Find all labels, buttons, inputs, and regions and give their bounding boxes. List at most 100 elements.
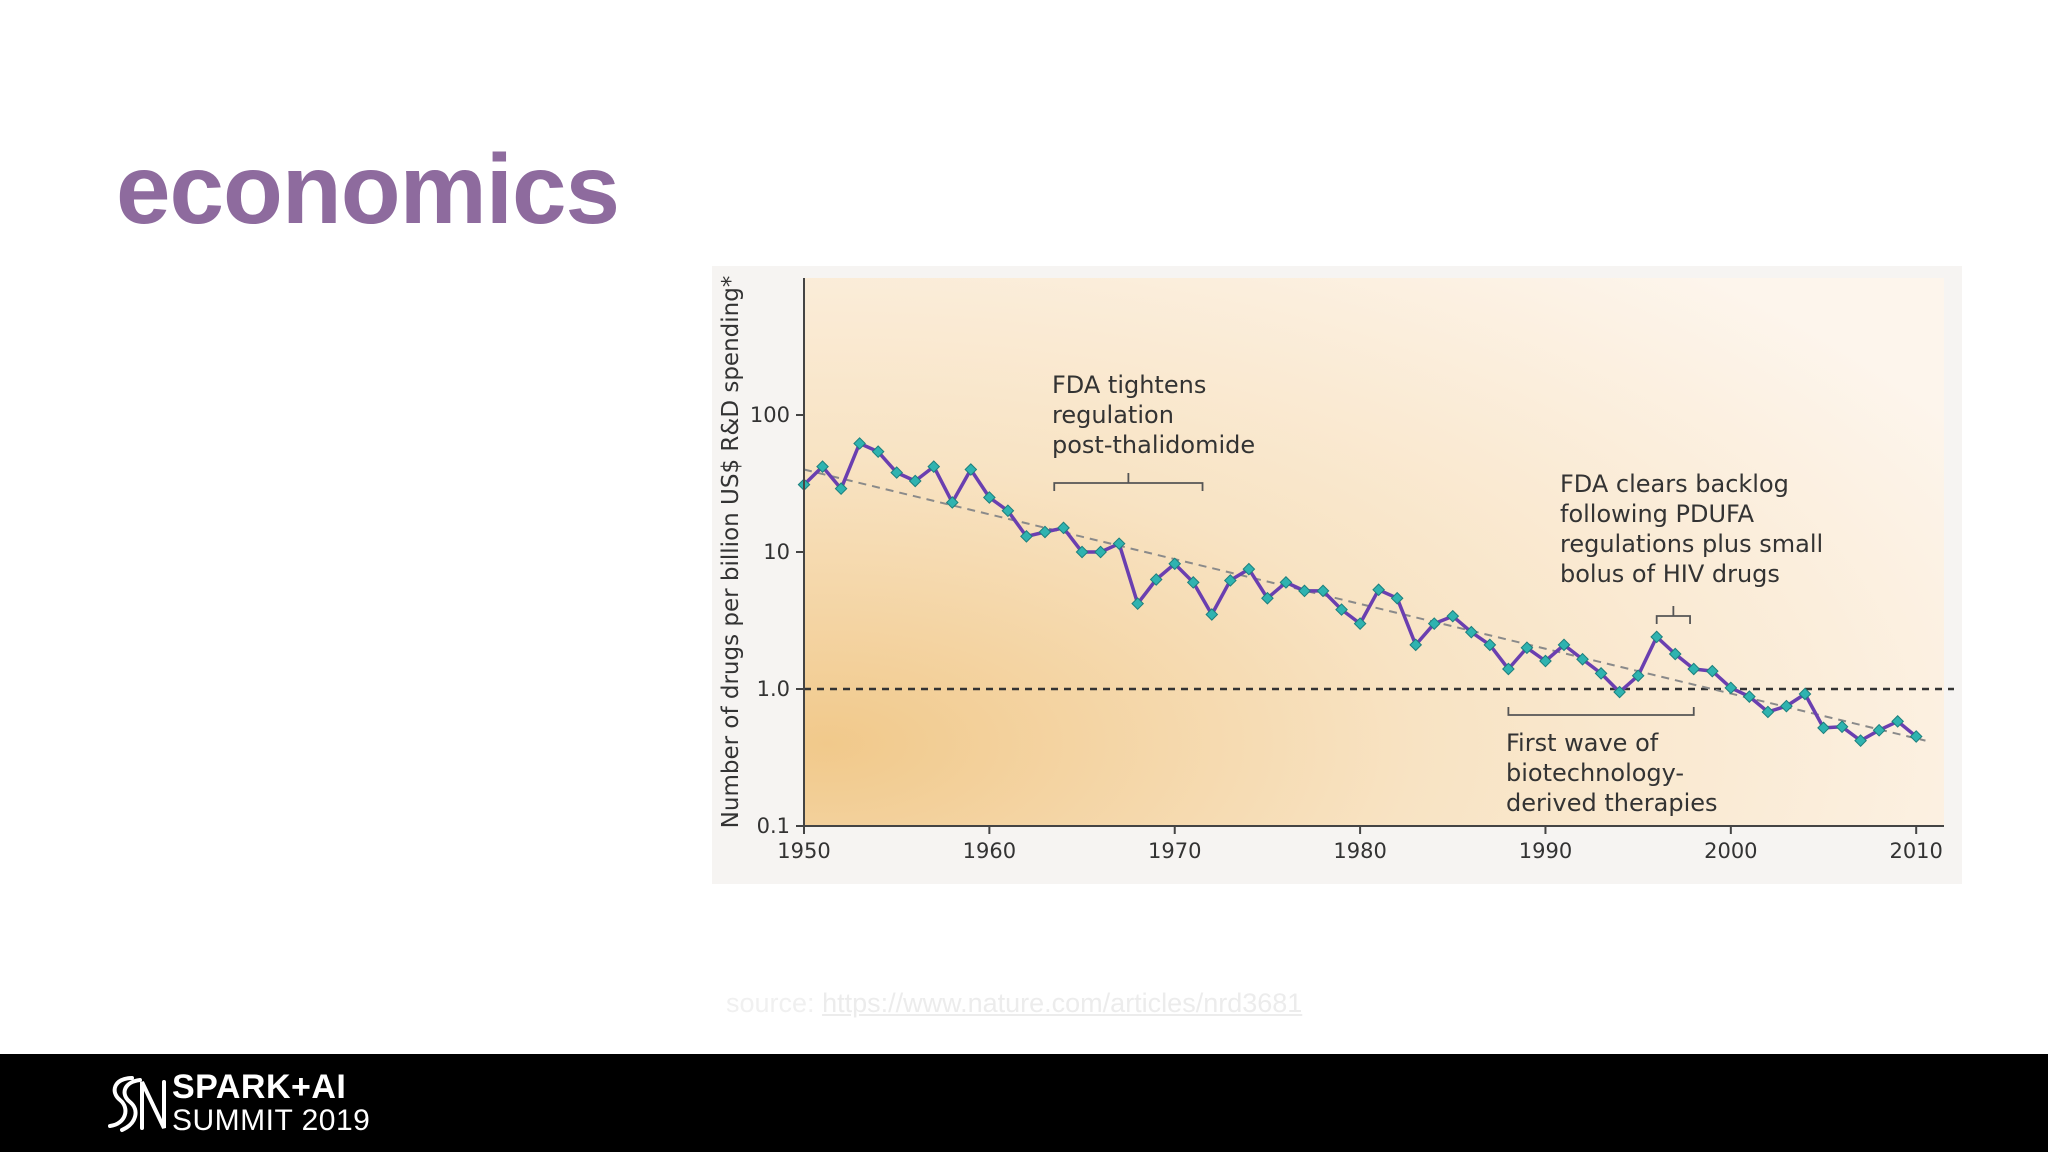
- data-point: [1149, 573, 1163, 586]
- data-point: [1502, 662, 1515, 676]
- line-chart: 1950 1960 1970 1980 1990 2000 2010 0.1 1.0 10 100N…: [718, 276, 1954, 863]
- data-point: [1372, 583, 1385, 597]
- footer-bar: SPARK+AI SUMMIT 2019: [0, 1054, 2048, 1152]
- data-point: [983, 491, 996, 504]
- data-point: [1631, 669, 1645, 683]
- annotation-text: First wave of: [1506, 729, 1659, 757]
- annotation-text: biotechnology-: [1506, 759, 1684, 787]
- y-axis-title: Number of drugs per billion US$ R&D spen…: [718, 276, 744, 829]
- y-tick-label: 10: [763, 540, 790, 564]
- data-point: [964, 463, 978, 476]
- data-point: [927, 460, 941, 473]
- data-point: [1205, 608, 1219, 621]
- data-point: [1335, 603, 1348, 616]
- data-point: [1316, 584, 1330, 598]
- data-point: [1705, 664, 1719, 678]
- annotation-bracket: [1655, 606, 1691, 624]
- data-point: [1261, 591, 1274, 605]
- data-point: [1223, 574, 1237, 587]
- annotation-text: regulation: [1052, 401, 1174, 429]
- annotation-text: bolus of HIV drugs: [1560, 560, 1780, 588]
- data-point: [816, 460, 829, 473]
- data-point: [1613, 685, 1626, 699]
- chart-panel: 1950 1960 1970 1980 1990 2000 2010 0.1 1.0 10 100 N…: [712, 266, 1962, 884]
- annotation-text: FDA tightens: [1052, 371, 1206, 399]
- data-point: [1464, 625, 1478, 639]
- spark-ai-logo-icon: [108, 1076, 166, 1132]
- data-point: [1427, 617, 1441, 630]
- data-point: [1576, 652, 1589, 666]
- data-point: [908, 474, 922, 488]
- data-point: [1112, 537, 1126, 551]
- annotation-text: derived therapies: [1506, 789, 1718, 817]
- data-point: [1780, 699, 1793, 713]
- data-point: [1409, 638, 1423, 652]
- data-point: [1520, 641, 1534, 655]
- annotation-bracket: [1507, 707, 1695, 716]
- data-point: [1909, 730, 1923, 743]
- data-point: [1761, 705, 1775, 719]
- x-tick-label: 2010: [1889, 839, 1942, 863]
- logo-line-1: SPARK+AI: [172, 1068, 347, 1106]
- data-point: [1539, 654, 1552, 668]
- data-point: [1872, 723, 1886, 737]
- data-point: [1724, 681, 1738, 695]
- data-point: [1687, 662, 1701, 676]
- data-point: [1854, 734, 1867, 747]
- data-point: [1835, 720, 1849, 734]
- data-point: [1057, 521, 1070, 535]
- data-point: [1168, 557, 1182, 571]
- annotation-bracket: [1053, 473, 1204, 491]
- x-tick-label: 1960: [963, 839, 1016, 863]
- data-point: [1390, 591, 1404, 605]
- data-point: [1131, 597, 1145, 610]
- data-point: [1298, 584, 1311, 598]
- data-point: [1186, 576, 1200, 589]
- data-point: [1483, 638, 1497, 652]
- source-citation: source: https://www.nature.com/articles/…: [726, 988, 1302, 1019]
- annotation-text: regulations plus small: [1560, 530, 1823, 558]
- data-point: [1446, 609, 1460, 623]
- data-point: [1242, 562, 1256, 576]
- x-tick-label: 1980: [1333, 839, 1386, 863]
- data-point: [945, 496, 959, 509]
- data-point: [1650, 630, 1664, 644]
- data-point: [1075, 545, 1089, 559]
- x-tick-label: 1990: [1519, 839, 1572, 863]
- data-point: [890, 466, 904, 479]
- data-point: [1557, 638, 1571, 652]
- data-point: [1279, 576, 1293, 589]
- data-point: [834, 482, 848, 496]
- data-point: [1020, 530, 1033, 543]
- slide-title: economics: [116, 134, 620, 244]
- data-point: [1891, 715, 1905, 728]
- data-point: [1594, 667, 1608, 680]
- x-tick-label: 1950: [777, 839, 830, 863]
- data-point: [1743, 690, 1756, 703]
- data-point: [1798, 687, 1812, 701]
- annotation-text: FDA clears backlog: [1560, 470, 1789, 498]
- data-point: [871, 445, 885, 459]
- logo-line-2: SUMMIT 2019: [172, 1104, 371, 1137]
- data-point: [1668, 647, 1682, 661]
- summit-logo: SPARK+AI SUMMIT 2019: [102, 1070, 370, 1136]
- annotation-text: post-thalidomide: [1052, 431, 1255, 459]
- data-point: [1001, 504, 1015, 518]
- x-tick-label: 2000: [1704, 839, 1757, 863]
- data-point: [1094, 545, 1107, 559]
- y-tick-label: 100: [750, 403, 790, 427]
- source-link[interactable]: https://www.nature.com/articles/nrd3681: [822, 988, 1303, 1018]
- y-tick-label: 0.1: [757, 814, 790, 838]
- data-point: [1038, 525, 1052, 539]
- source-prefix: source:: [726, 988, 815, 1018]
- y-tick-label: 1.0: [757, 677, 790, 701]
- annotation-text: following PDUFA: [1560, 500, 1755, 528]
- plot-background: [804, 278, 1944, 826]
- data-point: [853, 437, 866, 450]
- trend-line: [803, 468, 1926, 742]
- x-tick-label: 1970: [1148, 839, 1201, 863]
- data-point: [1353, 617, 1367, 630]
